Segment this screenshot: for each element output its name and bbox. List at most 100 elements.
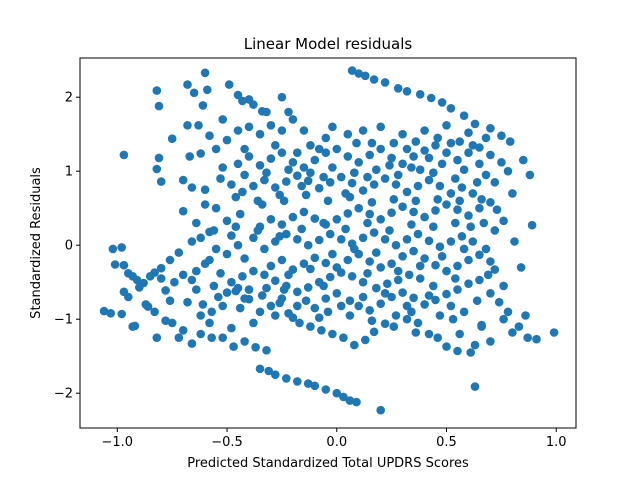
data-point bbox=[262, 346, 271, 355]
data-point bbox=[411, 328, 421, 337]
data-point bbox=[376, 263, 386, 272]
data-point bbox=[332, 144, 342, 154]
data-point bbox=[192, 285, 201, 294]
data-point bbox=[244, 285, 254, 294]
data-point bbox=[343, 209, 353, 218]
data-point bbox=[277, 220, 287, 229]
data-point bbox=[486, 337, 495, 346]
data-point bbox=[468, 141, 478, 150]
data-point bbox=[453, 261, 462, 271]
data-point bbox=[475, 250, 484, 260]
data-point bbox=[472, 178, 482, 187]
data-point bbox=[380, 78, 390, 87]
data-point bbox=[282, 374, 291, 383]
data-point bbox=[424, 236, 434, 246]
data-point bbox=[429, 281, 438, 291]
data-point bbox=[402, 144, 412, 154]
data-point bbox=[218, 333, 227, 343]
data-point bbox=[435, 181, 445, 191]
data-point bbox=[365, 150, 375, 160]
data-point bbox=[352, 397, 361, 407]
data-point bbox=[358, 277, 368, 287]
data-point bbox=[497, 158, 506, 167]
data-point bbox=[479, 218, 489, 228]
data-point bbox=[393, 84, 403, 93]
data-point bbox=[472, 296, 482, 306]
data-point bbox=[211, 144, 221, 154]
data-point bbox=[328, 329, 337, 339]
data-point bbox=[117, 309, 126, 319]
data-point bbox=[233, 240, 243, 250]
data-point bbox=[521, 311, 530, 320]
data-point bbox=[288, 212, 298, 222]
data-point bbox=[510, 237, 519, 246]
data-point bbox=[321, 148, 331, 157]
data-point bbox=[229, 342, 238, 351]
data-point bbox=[124, 292, 133, 302]
data-point bbox=[183, 121, 192, 130]
data-point bbox=[255, 364, 265, 374]
data-point bbox=[325, 229, 335, 239]
data-point bbox=[332, 289, 342, 298]
y-axis-label: Standardized Residuals bbox=[29, 167, 44, 319]
data-point bbox=[481, 170, 491, 180]
data-point bbox=[350, 244, 359, 254]
data-point bbox=[442, 266, 451, 276]
data-point bbox=[284, 270, 293, 280]
data-point bbox=[233, 126, 243, 135]
data-point bbox=[499, 314, 508, 324]
data-point bbox=[402, 187, 412, 197]
data-point bbox=[310, 253, 320, 263]
data-point bbox=[167, 318, 177, 328]
data-point bbox=[222, 135, 232, 145]
data-point bbox=[319, 281, 328, 291]
data-point bbox=[398, 288, 407, 297]
data-point bbox=[218, 301, 227, 311]
data-point bbox=[516, 263, 526, 272]
data-point bbox=[451, 274, 460, 283]
data-point bbox=[222, 288, 232, 297]
data-point bbox=[407, 163, 416, 172]
data-point bbox=[200, 200, 210, 209]
data-point bbox=[358, 186, 368, 195]
data-point bbox=[314, 313, 324, 323]
data-point bbox=[415, 274, 425, 283]
data-point bbox=[398, 159, 407, 169]
x-tick-label: 1.0 bbox=[546, 435, 567, 450]
data-point bbox=[284, 165, 293, 174]
data-point bbox=[442, 200, 451, 209]
data-point bbox=[470, 119, 480, 129]
data-point bbox=[194, 121, 203, 130]
data-point bbox=[453, 155, 462, 165]
data-point bbox=[411, 196, 421, 206]
data-point bbox=[222, 249, 232, 259]
data-point bbox=[464, 279, 473, 289]
data-point bbox=[464, 148, 473, 157]
data-point bbox=[238, 187, 247, 197]
data-point bbox=[301, 190, 311, 200]
data-point bbox=[244, 152, 254, 161]
data-point bbox=[424, 175, 434, 185]
axes-frame bbox=[79, 57, 577, 429]
data-point bbox=[499, 281, 508, 291]
data-point bbox=[119, 150, 129, 160]
data-point bbox=[303, 240, 313, 250]
data-point bbox=[347, 178, 357, 188]
y-tick-label: 2 bbox=[65, 91, 73, 106]
data-point bbox=[99, 306, 109, 316]
data-point bbox=[420, 212, 429, 222]
data-point bbox=[372, 165, 381, 174]
data-point bbox=[284, 107, 293, 117]
data-point bbox=[336, 301, 346, 311]
data-point bbox=[293, 301, 302, 311]
data-point bbox=[314, 144, 324, 154]
data-point bbox=[523, 333, 532, 343]
data-point bbox=[549, 328, 559, 337]
data-point bbox=[464, 211, 473, 220]
data-point bbox=[271, 183, 280, 192]
data-point bbox=[203, 85, 212, 95]
data-point bbox=[420, 254, 429, 263]
data-point bbox=[310, 303, 320, 313]
data-point bbox=[475, 159, 484, 169]
data-point bbox=[499, 216, 508, 226]
